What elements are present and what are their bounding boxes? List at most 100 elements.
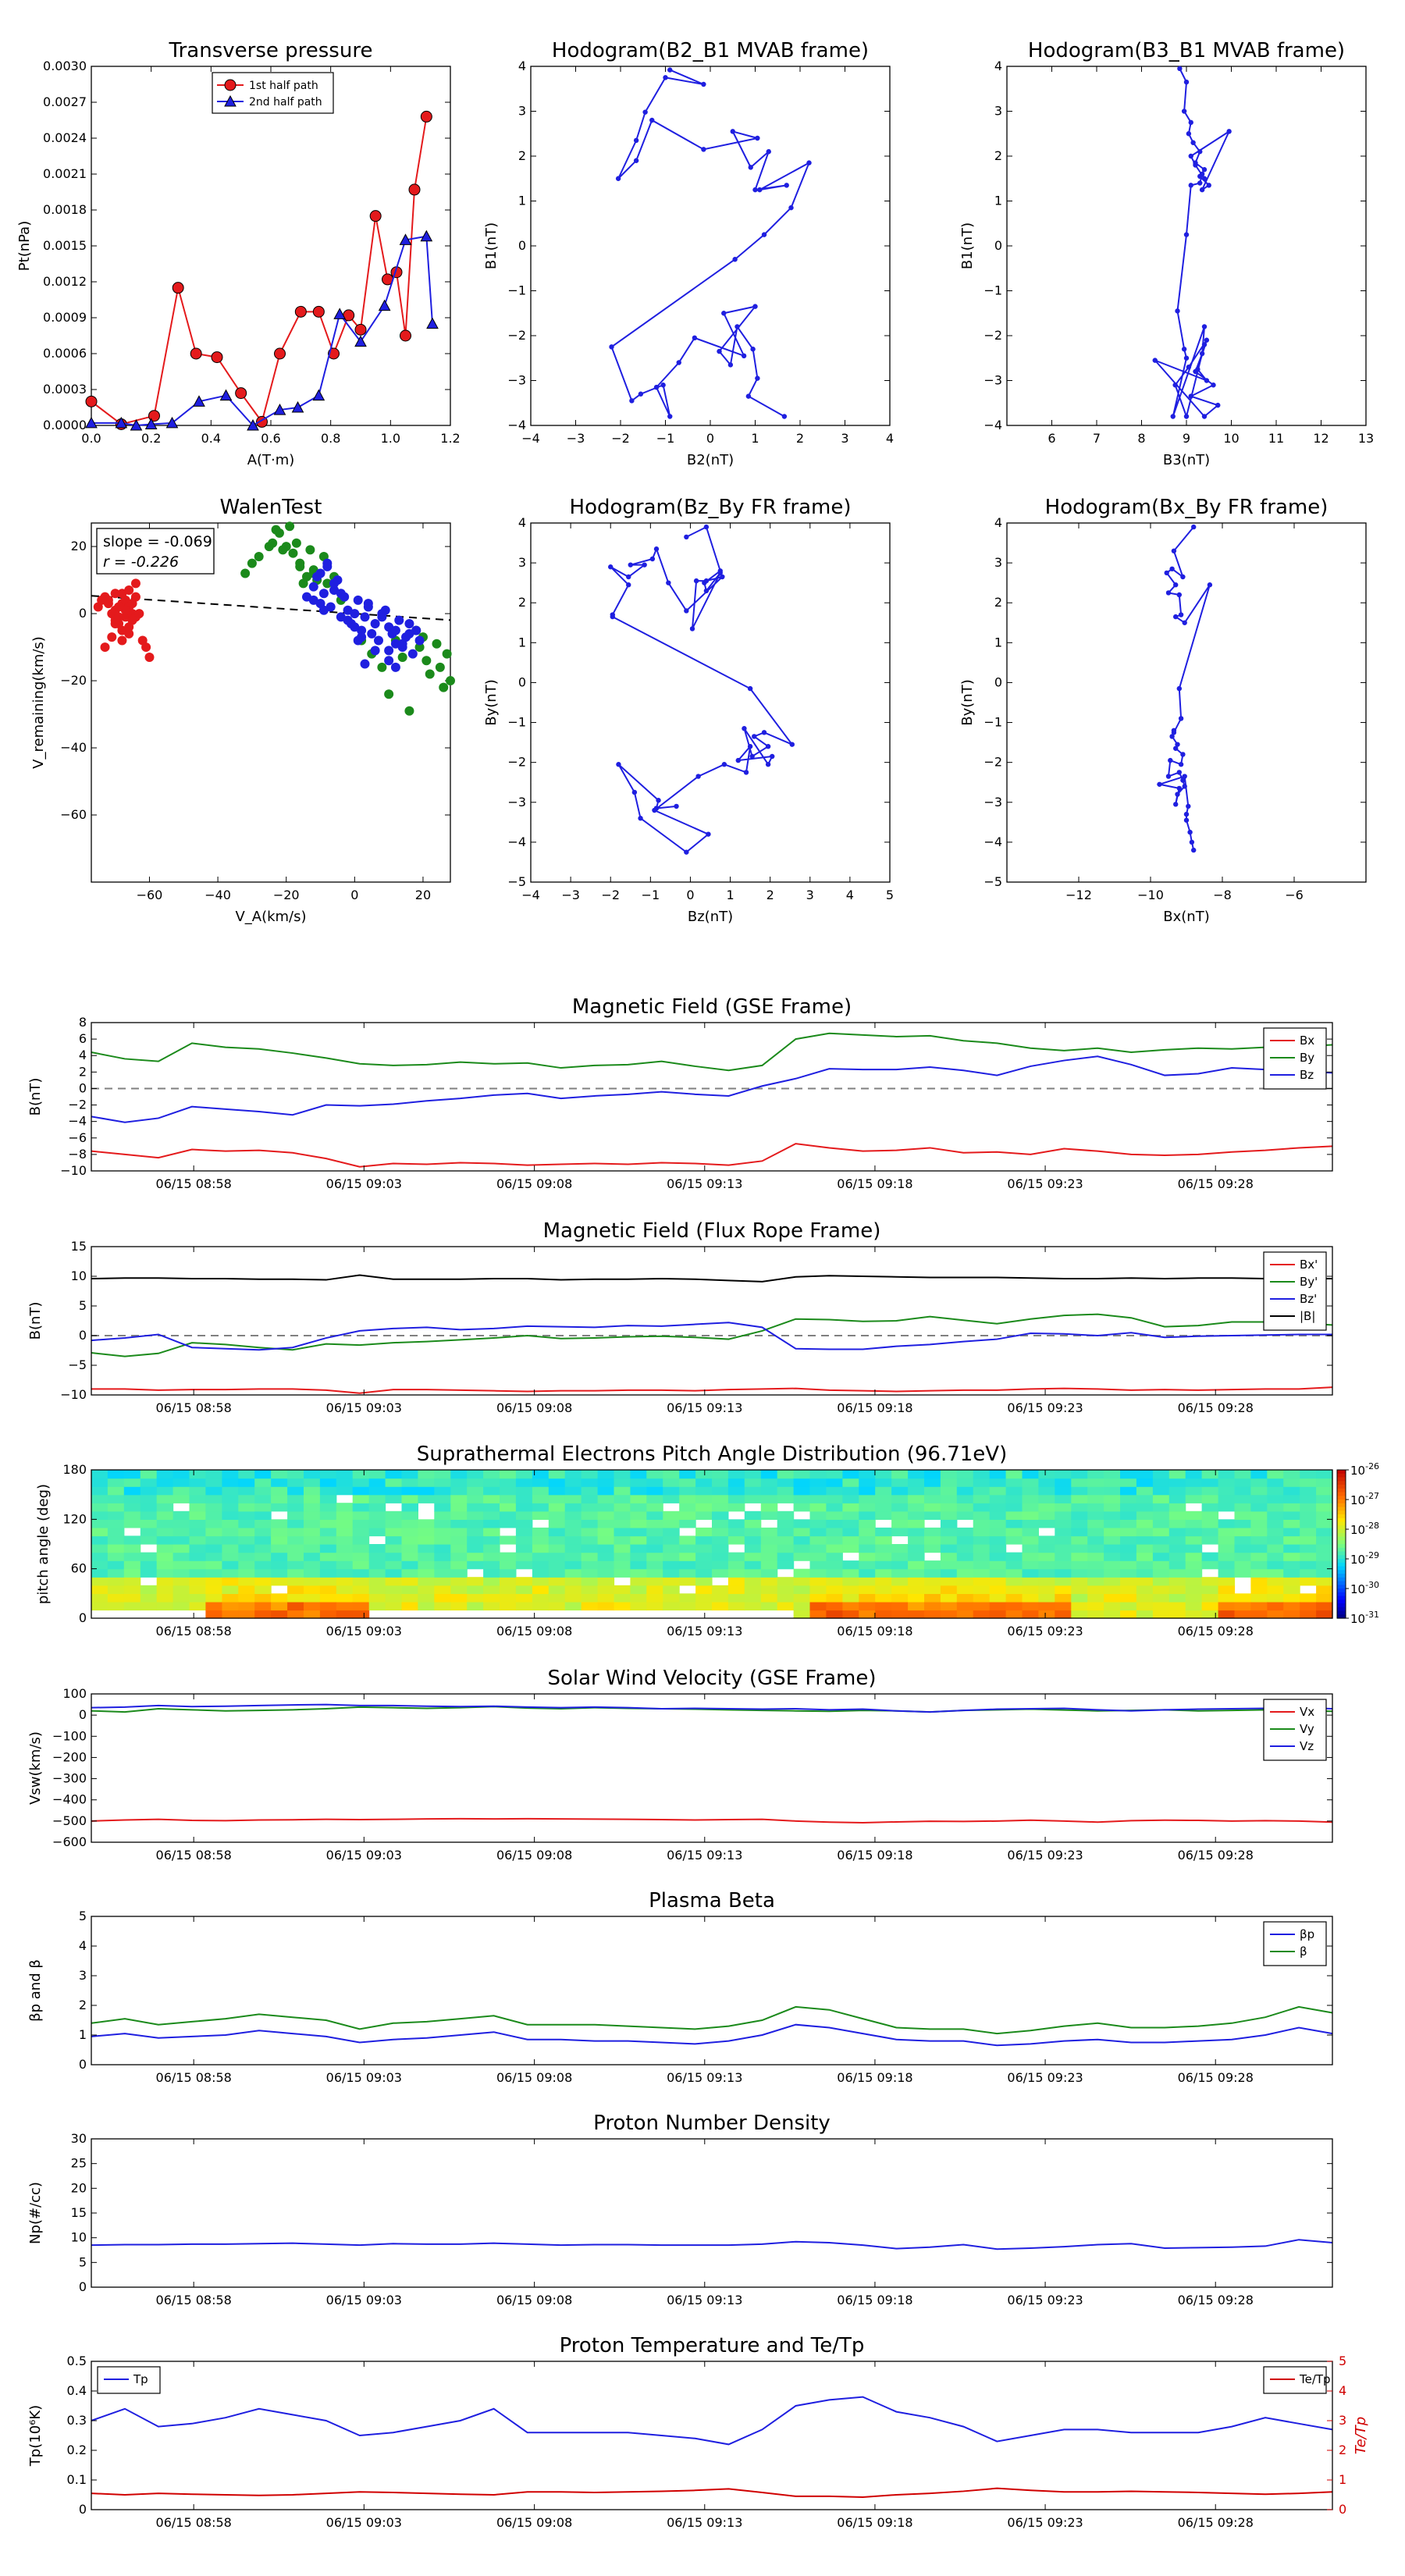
heatmap-cell	[368, 1503, 386, 1512]
heatmap-cell	[1168, 1494, 1186, 1503]
heatmap-cell	[222, 1610, 239, 1619]
heatmap-cell	[368, 1478, 386, 1487]
colorbar-frame	[1336, 1469, 1346, 1619]
data-point	[318, 589, 329, 599]
heatmap-cell	[940, 1494, 958, 1503]
heatmap-cell	[1071, 1503, 1088, 1512]
heatmap-cell	[467, 1470, 484, 1479]
heatmap-cell	[467, 1503, 484, 1512]
y-tick-label: 0.2	[67, 2443, 87, 2457]
heatmap-cell	[842, 1544, 859, 1553]
data-point	[1193, 162, 1198, 168]
heatmap-cell	[107, 1494, 125, 1503]
data-point	[781, 414, 788, 419]
heatmap-cell	[760, 1601, 778, 1611]
heatmap-cell	[891, 1510, 909, 1520]
heatmap-cell	[956, 1577, 974, 1586]
heatmap-cell	[205, 1568, 222, 1578]
heatmap-cell	[793, 1519, 811, 1528]
chart-title: Hodogram(Bz_By FR frame)	[570, 496, 852, 519]
heatmap-cell	[467, 1601, 484, 1611]
heatmap-cell	[1055, 1568, 1072, 1578]
heatmap-cell	[793, 1478, 811, 1487]
heatmap-cell	[1022, 1593, 1039, 1603]
heatmap-cell	[401, 1585, 418, 1594]
heatmap-cell	[1234, 1527, 1251, 1537]
series-line-bx	[91, 1143, 1333, 1168]
heatmap-cell	[1071, 1510, 1088, 1520]
chart-title: Hodogram(B3_B1 MVAB frame)	[1028, 39, 1345, 62]
heatmap-cell	[385, 1544, 403, 1553]
heatmap-cell	[254, 1585, 272, 1594]
heatmap-cell	[1185, 1552, 1203, 1561]
heatmap-cell	[875, 1527, 892, 1537]
heatmap-cell	[1136, 1577, 1154, 1586]
heatmap-cell	[1071, 1527, 1088, 1537]
heatmap-cell	[1283, 1510, 1300, 1520]
heatmap-cell	[1218, 1544, 1236, 1553]
heatmap-cell	[287, 1577, 304, 1586]
heatmap-cell	[1218, 1601, 1236, 1611]
x-tick-label: 1	[751, 431, 759, 446]
x-tick-label: 11	[1268, 431, 1284, 446]
data-point	[721, 311, 727, 316]
heatmap-cell	[924, 1577, 941, 1586]
data-point	[273, 404, 286, 415]
heatmap-cell	[1201, 1610, 1219, 1619]
data-point	[674, 803, 679, 809]
heatmap-cell	[467, 1486, 484, 1496]
data-point	[747, 744, 753, 749]
heatmap-cell	[695, 1585, 713, 1594]
data-point	[107, 632, 117, 642]
heatmap-cell	[1055, 1519, 1072, 1528]
heatmap-cell	[1071, 1486, 1088, 1496]
series-2	[302, 558, 425, 672]
heatmap-cell	[222, 1470, 239, 1479]
heatmap-cell	[1071, 1535, 1088, 1545]
heatmap-cell	[614, 1560, 631, 1570]
heatmap-cell	[91, 1519, 108, 1528]
data-point	[1170, 414, 1176, 419]
heatmap-cell	[189, 1577, 206, 1586]
heatmap-cell	[891, 1519, 909, 1528]
heatmap-cell	[222, 1519, 239, 1528]
heatmap-cell	[712, 1585, 729, 1594]
data-point	[294, 305, 307, 318]
data-point	[1183, 414, 1190, 419]
heatmap-cell	[1038, 1593, 1055, 1603]
heatmap-cell	[1152, 1610, 1170, 1619]
heatmap-cell	[826, 1527, 843, 1537]
heatmap-cell	[564, 1519, 582, 1528]
heatmap-cell	[385, 1601, 403, 1611]
heatmap-cell	[809, 1601, 827, 1611]
data-point	[1175, 308, 1180, 314]
data-point	[308, 582, 318, 592]
heatmap-cell	[646, 1560, 663, 1570]
x-axis-label: A(T·m)	[247, 452, 295, 468]
data-point	[1165, 590, 1172, 596]
heatmap-cell	[336, 1593, 354, 1603]
data-point	[1173, 802, 1179, 807]
heatmap-cell	[581, 1560, 599, 1570]
time-tick-label: 06/15 09:03	[326, 1848, 402, 1863]
heatmap-cell	[254, 1552, 272, 1561]
heatmap-cell	[1267, 1470, 1284, 1479]
heatmap-cell	[271, 1494, 288, 1503]
x-tick-label: 1.0	[381, 431, 400, 446]
heatmap-cell	[532, 1527, 550, 1537]
series-line-tp	[91, 2396, 1333, 2446]
heatmap-cell	[1104, 1544, 1121, 1553]
heatmap-cell	[189, 1568, 206, 1578]
time-tick-label: 06/15 09:28	[1178, 1176, 1254, 1191]
heatmap-cell	[1250, 1535, 1268, 1545]
heatmap-cell	[989, 1593, 1007, 1603]
legend-label: 2nd half path	[249, 96, 322, 109]
time-tick-label: 06/15 09:18	[837, 2515, 912, 2530]
heatmap-cell	[875, 1535, 892, 1545]
heatmap-cell	[695, 1544, 713, 1553]
heatmap-cell	[1152, 1494, 1170, 1503]
heatmap-cell	[352, 1568, 370, 1578]
heatmap-cell	[1250, 1560, 1268, 1570]
heatmap-cell	[418, 1585, 435, 1594]
heatmap-cell	[908, 1503, 925, 1512]
